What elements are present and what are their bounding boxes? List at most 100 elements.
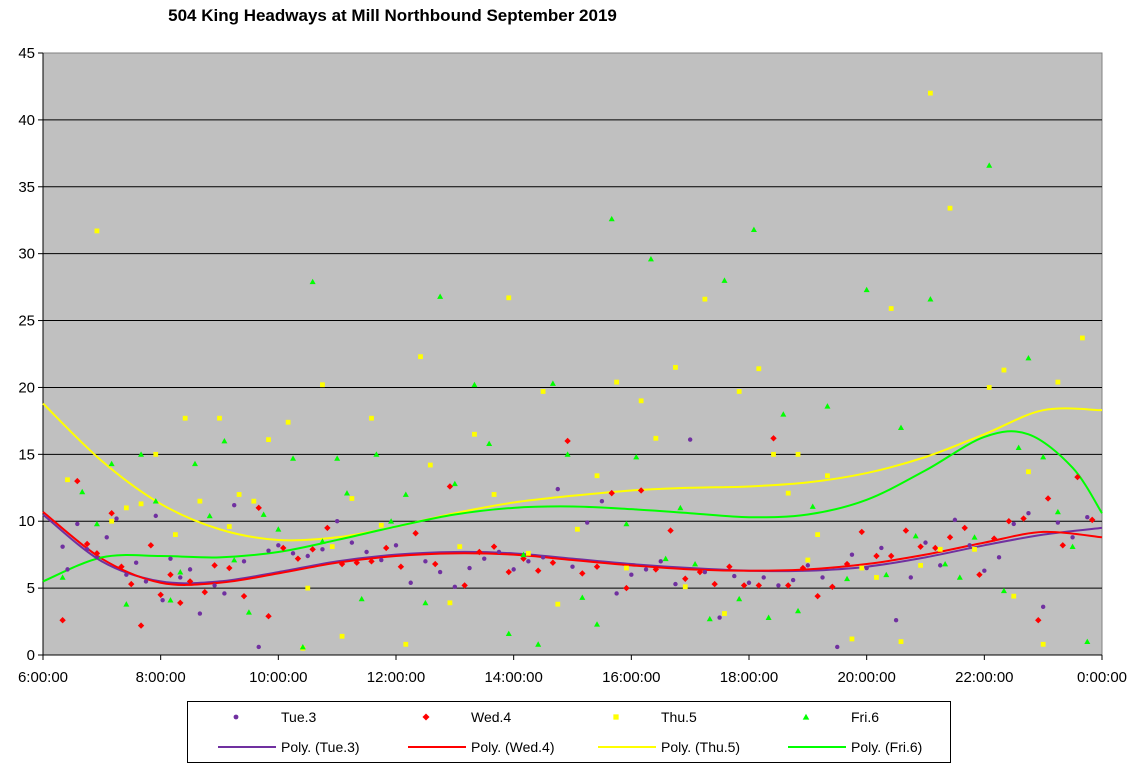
- point-fri-6: [319, 538, 326, 544]
- point-fri-6: [633, 454, 640, 460]
- point-wed-4: [623, 584, 630, 592]
- point-tue-3: [143, 579, 149, 584]
- point-fri-6: [883, 571, 890, 578]
- point-tue-3: [423, 559, 428, 564]
- point-thu-5: [638, 398, 644, 404]
- point-fri-6: [721, 277, 728, 283]
- x-tick-label: 18:00:00: [720, 669, 778, 686]
- point-wed-4: [1005, 518, 1013, 525]
- point-wed-4: [412, 530, 419, 537]
- point-thu-5: [217, 415, 222, 421]
- point-thu-5: [1026, 469, 1031, 475]
- point-tue-3: [555, 486, 560, 492]
- legend-label: Poly. (Tue.3): [281, 739, 360, 755]
- point-wed-4: [177, 599, 184, 607]
- y-tick-label: 35: [18, 179, 35, 196]
- point-thu-5: [123, 505, 129, 511]
- point-fri-6: [1000, 587, 1007, 594]
- point-tue-3: [938, 563, 943, 568]
- point-fri-6: [897, 424, 904, 430]
- point-thu-5: [825, 473, 830, 479]
- point-fri-6: [927, 296, 934, 302]
- point-wed-4: [461, 582, 468, 589]
- point-tue-3: [1026, 510, 1031, 516]
- point-tue-3: [241, 559, 247, 564]
- point-fri-6: [1084, 638, 1091, 645]
- legend-label: Wed.4: [471, 709, 512, 725]
- point-wed-4: [946, 534, 954, 541]
- point-tue-3: [222, 591, 227, 596]
- point-thu-5: [722, 611, 727, 616]
- point-tue-3: [467, 565, 472, 571]
- point-fri-6: [358, 595, 365, 602]
- point-fri-6: [1025, 355, 1032, 361]
- point-fri-6: [912, 532, 919, 539]
- point-wed-4: [432, 560, 439, 568]
- point-thu-5: [226, 524, 232, 529]
- point-fri-6: [863, 286, 870, 293]
- point-tue-3: [133, 560, 139, 565]
- point-fri-6: [93, 520, 100, 527]
- point-fri-6: [231, 557, 238, 563]
- y-tick-label: 30: [18, 246, 35, 263]
- point-tue-3: [952, 517, 958, 523]
- y-tick-label: 15: [18, 446, 35, 463]
- point-thu-5: [972, 546, 977, 552]
- point-fri-6: [334, 455, 341, 461]
- point-wed-4: [917, 543, 924, 550]
- point-tue-3: [364, 549, 369, 555]
- point-fri-6: [79, 488, 86, 495]
- point-thu-5: [918, 562, 923, 568]
- point-wed-4: [726, 563, 733, 570]
- point-fri-6: [1015, 444, 1022, 451]
- point-wed-4: [976, 571, 983, 578]
- point-thu-5: [1055, 379, 1061, 385]
- point-thu-5: [457, 544, 463, 550]
- legend-line: [218, 746, 276, 748]
- point-wed-4: [637, 487, 645, 494]
- point-tue-3: [996, 555, 1002, 560]
- point-tue-3: [266, 548, 271, 553]
- point-tue-3: [65, 567, 70, 572]
- point-thu-5: [555, 601, 561, 607]
- point-tue-3: [820, 575, 825, 580]
- point-wed-4: [167, 571, 174, 578]
- legend-line: [408, 746, 466, 748]
- point-thu-5: [182, 415, 188, 421]
- point-wed-4: [593, 563, 601, 570]
- legend-label: Poly. (Thu.5): [661, 739, 741, 755]
- point-thu-5: [506, 295, 512, 301]
- point-fri-6: [123, 601, 130, 607]
- point-wed-4: [520, 555, 527, 562]
- point-tue-3: [629, 572, 634, 577]
- point-fri-6: [750, 226, 757, 232]
- point-thu-5: [427, 462, 433, 468]
- point-fri-6: [486, 440, 493, 447]
- point-thu-5: [771, 451, 776, 457]
- point-wed-4: [368, 558, 375, 565]
- point-wed-4: [397, 563, 405, 570]
- legend-marker-shape: [802, 713, 810, 720]
- x-tick-label: 8:00:00: [136, 669, 186, 686]
- point-fri-6: [677, 504, 684, 511]
- point-thu-5: [849, 636, 855, 642]
- point-thu-5: [305, 585, 311, 591]
- point-tue-3: [673, 581, 678, 587]
- point-tue-3: [114, 516, 119, 521]
- point-tue-3: [511, 567, 516, 572]
- point-wed-4: [711, 580, 718, 588]
- legend-marker: [613, 714, 619, 720]
- point-fri-6: [608, 215, 615, 222]
- trendline-poly-wed-4: [42, 511, 1103, 586]
- legend-label: Thu.5: [661, 709, 697, 725]
- legend-marker: [422, 713, 430, 721]
- trendline-poly-tue-3: [42, 513, 1103, 585]
- point-fri-6: [437, 293, 444, 299]
- point-fri-6: [942, 561, 949, 567]
- point-tue-3: [967, 543, 972, 548]
- trendlines: [42, 402, 1103, 586]
- point-tue-3: [94, 555, 100, 560]
- point-tue-3: [776, 583, 781, 588]
- point-tue-3: [1070, 535, 1075, 540]
- legend-line: [598, 746, 656, 748]
